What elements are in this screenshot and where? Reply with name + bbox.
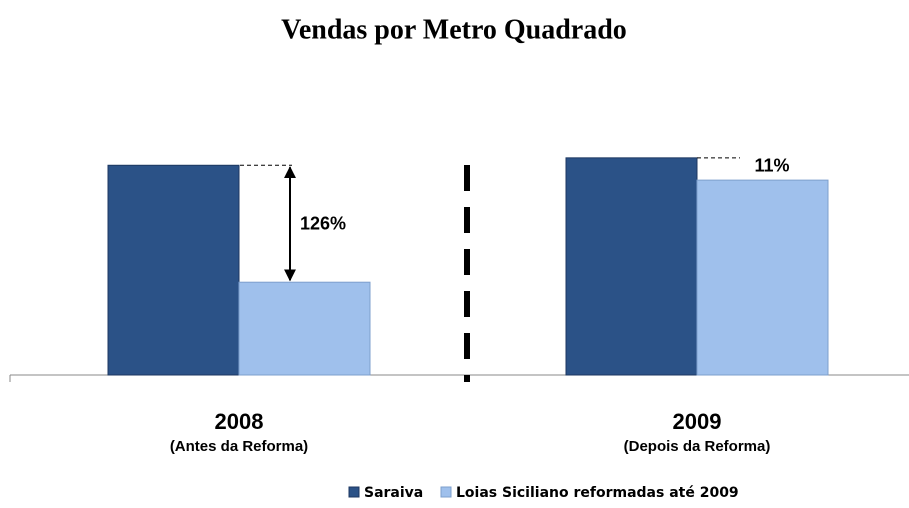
legend-swatch <box>440 486 452 498</box>
annotation: 11% <box>754 156 789 176</box>
x-tick-label: 2009 <box>673 409 722 434</box>
annotation: 126% <box>300 213 346 233</box>
bar <box>238 281 371 376</box>
legend-label: Saraiva <box>364 485 423 501</box>
x-tick-label: 2008 <box>215 409 264 434</box>
bar <box>696 179 829 376</box>
legend-swatch <box>348 486 360 498</box>
chart-title: Vendas por Metro Quadrado <box>281 14 627 45</box>
bar <box>565 157 698 376</box>
legend-label: Loias Siciliano reformadas até 2009 <box>456 485 739 501</box>
x-tick-sublabel: (Antes da Reforma) <box>170 438 308 455</box>
bar <box>107 164 240 376</box>
x-tick-sublabel: (Depois da Reforma) <box>624 438 771 455</box>
